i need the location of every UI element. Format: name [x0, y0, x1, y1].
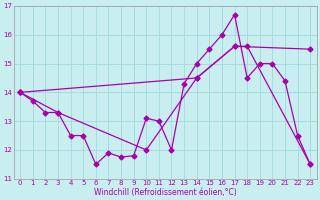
X-axis label: Windchill (Refroidissement éolien,°C): Windchill (Refroidissement éolien,°C): [94, 188, 236, 197]
